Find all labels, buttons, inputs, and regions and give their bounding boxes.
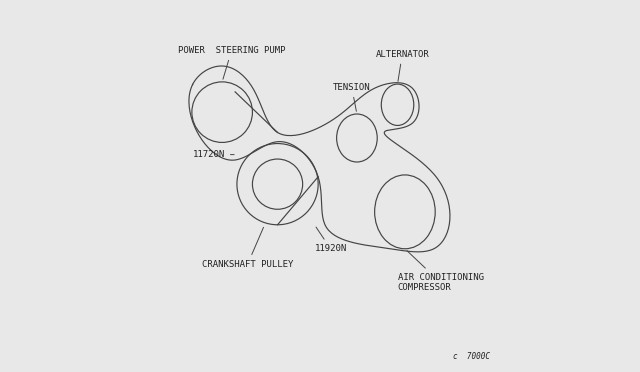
Text: 11720N: 11720N — [193, 150, 234, 159]
Text: TENSION: TENSION — [333, 83, 371, 111]
Text: 11920N: 11920N — [314, 227, 347, 253]
Text: c  7000C: c 7000C — [453, 352, 490, 361]
Text: CRANKSHAFT PULLEY: CRANKSHAFT PULLEY — [202, 227, 293, 269]
Text: AIR CONDITIONING
COMPRESSOR: AIR CONDITIONING COMPRESSOR — [397, 251, 484, 292]
Text: ALTERNATOR: ALTERNATOR — [376, 49, 429, 81]
Text: POWER  STEERING PUMP: POWER STEERING PUMP — [178, 46, 285, 79]
